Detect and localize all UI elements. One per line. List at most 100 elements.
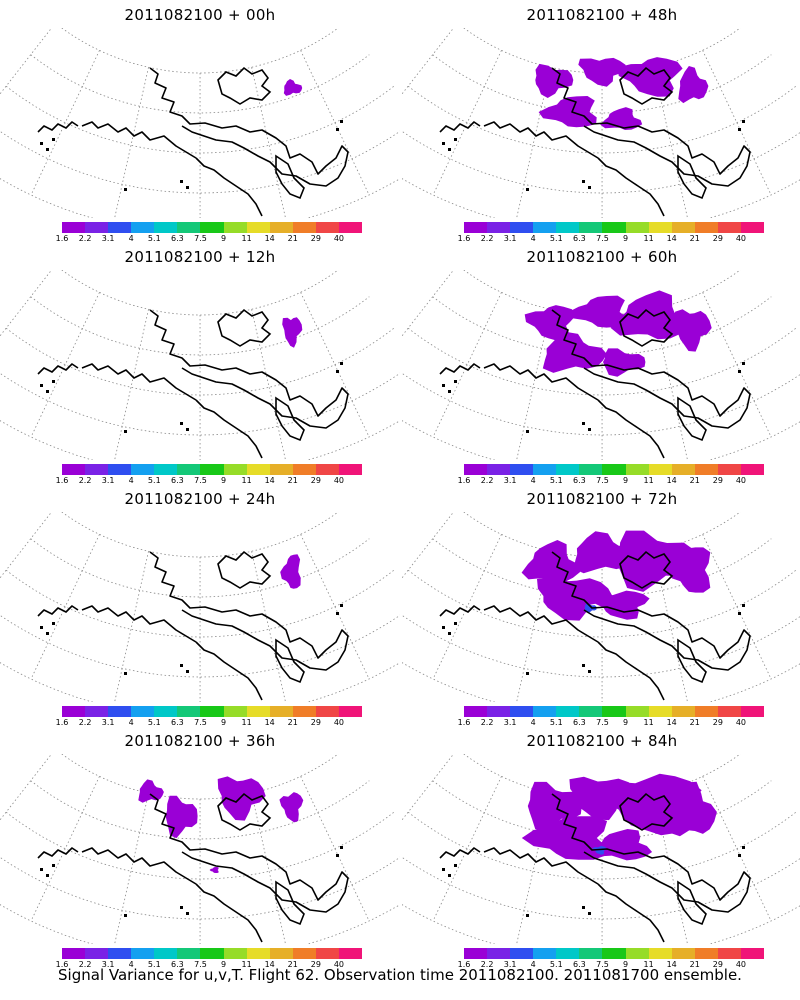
colorbar-tick-label: 3.1 <box>503 960 517 969</box>
latitude-gridline <box>407 85 797 154</box>
meridian-gridline <box>300 50 370 196</box>
colorbar-swatch <box>177 464 201 475</box>
small-island <box>186 186 189 189</box>
colorbar-swatch <box>671 706 695 717</box>
colorbar-swatch <box>579 948 603 959</box>
colorbar-swatch <box>177 222 201 233</box>
colorbar-tick-label: 14 <box>666 234 677 243</box>
small-island <box>124 672 127 675</box>
colorbar-tick-label: 11 <box>241 960 252 969</box>
latitude-gridline <box>61 512 339 558</box>
colorbar-tick-label: 2.2 <box>78 960 92 969</box>
small-island <box>46 632 49 635</box>
colorbar-swatch <box>200 948 224 959</box>
colorbar-swatch <box>338 222 363 233</box>
colorbar-tick-label: 4 <box>128 234 134 243</box>
colorbar-swatch <box>602 706 626 717</box>
latitude-gridline <box>407 811 797 880</box>
small-island <box>46 148 49 151</box>
colorbar-tick-label: 4 <box>128 718 134 727</box>
colorbar-tick-label: 1.6 <box>55 960 69 969</box>
small-island <box>340 120 343 123</box>
meridian-gridline <box>402 754 455 821</box>
small-island <box>454 864 457 867</box>
panel-title: 2011082100 + 84h <box>526 732 678 750</box>
latitude-gridline <box>5 327 395 396</box>
meridian-gridline <box>516 67 551 218</box>
colorbar-swatch <box>648 222 672 233</box>
colorbar-swatch <box>62 222 86 233</box>
colorbar-labels: 1.6 2.2 3.1 4 5.1 6.3 7.5 9 11 14 21 29 40 <box>56 234 362 244</box>
coastline <box>439 363 481 375</box>
coastline <box>81 847 197 885</box>
colorbar-swatch <box>131 464 155 475</box>
meridian-gridline <box>653 309 688 460</box>
colorbar-swatch <box>223 464 247 475</box>
colorbar-swatch <box>338 948 363 959</box>
colorbar-swatch <box>510 948 534 959</box>
colorbar-swatch <box>315 706 339 717</box>
variance-contour-fill <box>617 57 683 97</box>
colorbar-tick-label: 29 <box>712 960 723 969</box>
meridian-gridline <box>653 793 688 944</box>
island-outline <box>677 154 707 200</box>
colorbar-swatch <box>62 464 86 475</box>
small-island <box>442 384 445 387</box>
coastline <box>195 883 263 943</box>
colorbar-swatch <box>602 464 626 475</box>
colorbar-tick-label: 11 <box>643 960 654 969</box>
colorbar-tick-label: 7.5 <box>194 234 207 243</box>
small-island <box>582 906 585 909</box>
colorbar-tick-label: 40 <box>333 960 345 969</box>
colorbar-tick-label: 4 <box>530 718 536 727</box>
coastline <box>439 121 481 133</box>
panel-title: 2011082100 + 60h <box>526 248 678 266</box>
coastline <box>597 399 665 459</box>
colorbar-tick-label: 29 <box>310 718 321 727</box>
coastline <box>483 121 599 159</box>
colorbar-tick-label: 11 <box>643 718 654 727</box>
colorbar-swatch <box>648 948 672 959</box>
map-plot <box>0 28 400 218</box>
colorbar-tick-label: 29 <box>310 960 321 969</box>
colorbar-swatch <box>625 222 649 233</box>
colorbar-swatch <box>579 222 603 233</box>
small-island <box>588 912 591 915</box>
meridian-gridline <box>114 309 149 460</box>
small-island <box>742 362 745 365</box>
colorbar-swatch <box>694 464 718 475</box>
meridian-gridline <box>402 270 455 337</box>
island-outline <box>275 154 305 200</box>
colorbar-labels: 1.6 2.2 3.1 4 5.1 6.3 7.5 9 11 14 21 29 40 <box>458 476 764 486</box>
colorbar-tick-label: 3.1 <box>503 718 517 727</box>
colorbar-swatch <box>85 222 109 233</box>
variance-contour-fill <box>603 348 646 377</box>
colorbar-swatch <box>269 222 293 233</box>
colorbar-swatch <box>625 464 649 475</box>
colorbar-swatch <box>510 706 534 717</box>
latitude-gridline <box>432 296 772 356</box>
colorbar <box>62 222 363 233</box>
small-island <box>454 138 457 141</box>
colorbar-swatch <box>108 464 132 475</box>
meridian-gridline <box>251 551 286 702</box>
coastline <box>149 551 349 671</box>
colorbar-swatch <box>154 222 178 233</box>
colorbar-swatch <box>223 222 247 233</box>
coastline <box>149 309 349 429</box>
colorbar-tick-label: 9 <box>622 960 629 969</box>
forecast-panel: 2011082100 + 84h 1.6 2.2 3.1 4 5.1 6.3 7.5 9 11 14… <box>402 726 800 971</box>
colorbar-tick-label: 1.6 <box>55 718 69 727</box>
small-island <box>742 846 745 849</box>
latitude-gridline <box>432 54 772 114</box>
colorbar-tick-label: 2.2 <box>480 234 494 243</box>
latitude-gridline <box>432 780 772 840</box>
colorbar-swatch <box>62 948 86 959</box>
colorbar-tick-label: 6.3 <box>171 476 184 485</box>
small-island <box>738 854 741 857</box>
colorbar-tick-label: 5.1 <box>549 476 563 485</box>
small-island <box>52 864 55 867</box>
colorbar-swatch <box>269 706 293 717</box>
island-outline <box>619 66 674 105</box>
colorbar-swatch <box>292 706 316 717</box>
